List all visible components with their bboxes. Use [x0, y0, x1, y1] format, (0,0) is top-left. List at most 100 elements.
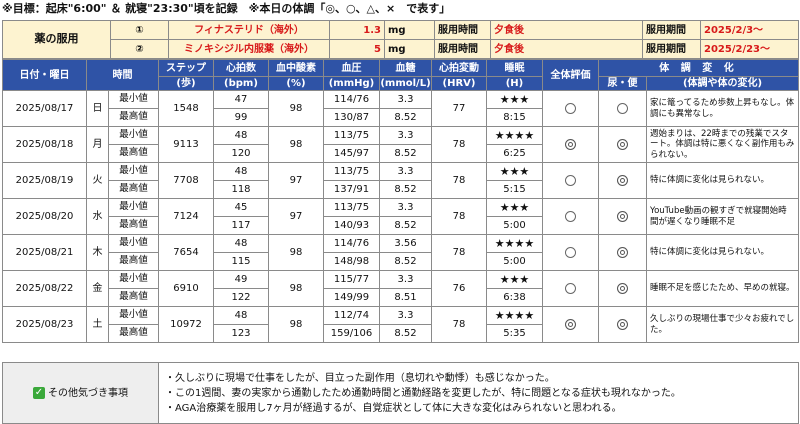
rating-circle-icon: [617, 210, 628, 222]
hrv-cell: 77: [431, 90, 487, 127]
steps-cell: 7124: [158, 198, 214, 235]
spo2-cell: 98: [268, 126, 324, 163]
time-value: 夕食後: [490, 20, 643, 40]
note-line: ・久しぶりに現場で仕事をしたが、目立った副作用（息切れや動悸）も感じなかった。: [165, 372, 555, 384]
bp-max-cell: 149/99: [323, 288, 380, 307]
header-heart-rate-unit: (bpm): [213, 76, 269, 91]
excretion-rating-cell: [598, 270, 647, 307]
sleep-duration-cell: 5:00: [486, 252, 543, 271]
date-cell: 2025/08/17: [2, 90, 87, 127]
period-label: 服用期間: [642, 39, 701, 59]
spo2-cell: 98: [268, 234, 324, 271]
glucose-max-cell: 8.52: [379, 216, 432, 235]
table-row: 最高値 118 137/91 8.52 5:15: [3, 180, 799, 199]
hr-max-cell: 120: [213, 144, 269, 163]
table-row: 2025/08/17 日最小値 1548 47 98 114/76 3.3 77 ★★★ 家に篭っ…: [2, 90, 800, 127]
hr-min-cell: 48: [213, 126, 269, 145]
glucose-max-cell: 8.51: [379, 288, 432, 307]
max-label: 最高値: [108, 144, 159, 163]
rating-circle-icon: [565, 210, 576, 222]
header-excretion: 尿・便: [598, 76, 647, 91]
glucose-min-cell: 3.3: [379, 126, 432, 145]
medication-label: 薬の服用: [2, 20, 111, 59]
hr-min-cell: 48: [213, 234, 269, 253]
table-row: 2025/08/19 火最小値 7708 48 97 113/75 3.3 78 ★★★ 特に体調…: [2, 162, 800, 199]
steps-cell: 1548: [158, 90, 214, 127]
dose-unit: mg: [384, 39, 435, 59]
medication-table: 薬の服用 ① フィナステリド（海外） 1.3 mg 服用時間 夕食後 服用期間 …: [2, 20, 799, 59]
hr-max-cell: 99: [213, 108, 269, 127]
hr-max-cell: 115: [213, 252, 269, 271]
sleep-stars: ★★★: [486, 90, 543, 109]
bp-min-cell: 115/77: [323, 270, 380, 289]
steps-cell: 10972: [158, 306, 214, 343]
hr-min-cell: 48: [213, 162, 269, 181]
table-row: 最高値 99 130/87 8.52 8:15: [3, 108, 799, 127]
rating-circle-icon: [617, 174, 628, 186]
spo2-cell: 98: [268, 90, 324, 127]
header-blood-pressure-unit: (mmHg): [323, 76, 380, 91]
sleep-duration-cell: 6:38: [486, 288, 543, 307]
rating-circle-icon: [565, 138, 576, 150]
table-row: 2025/08/20 水最小値 7124 45 97 113/75 3.3 78 ★★★ YouT…: [2, 198, 800, 235]
weekday-cell: 日: [86, 90, 109, 127]
excretion-rating-cell: [598, 306, 647, 343]
hrv-cell: 76: [431, 270, 487, 307]
header-heart-rate: 心拍数: [213, 59, 269, 77]
overall-rating-cell: [542, 162, 599, 199]
sleep-stars: ★★★: [486, 270, 543, 289]
bp-min-cell: 113/75: [323, 126, 380, 145]
dose-unit: mg: [384, 20, 435, 40]
glucose-min-cell: 3.3: [379, 90, 432, 109]
table-row: 2025/08/23 土最小値 10972 48 98 112/74 3.3 78 ★★★★ 久し…: [2, 306, 800, 343]
max-label: 最高値: [108, 324, 159, 343]
sleep-duration-cell: 8:15: [486, 108, 543, 127]
header-sleep: 睡眠: [486, 59, 543, 77]
glucose-min-cell: 3.3: [379, 198, 432, 217]
rating-circle-icon: [617, 318, 628, 330]
sleep-stars: ★★★: [486, 198, 543, 217]
excretion-rating-cell: [598, 234, 647, 271]
steps-cell: 7654: [158, 234, 214, 271]
hrv-cell: 78: [431, 234, 487, 271]
header-time: 時間: [86, 59, 159, 91]
glucose-max-cell: 8.52: [379, 144, 432, 163]
bp-max-cell: 148/98: [323, 252, 380, 271]
min-label: 最小値: [108, 90, 159, 109]
hr-min-cell: 49: [213, 270, 269, 289]
medication-number: ①: [110, 20, 169, 40]
max-label: 最高値: [108, 108, 159, 127]
rating-circle-icon: [565, 102, 576, 114]
other-notes-label-cell: ✓ その他気づき事項: [2, 362, 159, 424]
bp-min-cell: 112/74: [323, 306, 380, 325]
header-glucose: 血糖: [379, 59, 432, 77]
period-value: 2025/2/3〜: [700, 20, 799, 40]
condition-note: 特に体調に変化は見られない。: [645, 162, 800, 199]
header-date: 日付・曜日: [2, 59, 87, 91]
date-cell: 2025/08/19: [2, 162, 87, 199]
header-hrv-unit: (HRV): [431, 76, 487, 91]
weekday-cell: 月: [86, 126, 109, 163]
table-row: 最高値 120 145/97 8.52 6:25: [3, 144, 799, 163]
rating-circle-icon: [565, 282, 576, 294]
spo2-cell: 97: [268, 162, 324, 199]
condition-note: YouTube動画の観すぎで就寝開始時間が遅くなり睡眠不足: [645, 198, 800, 235]
bp-min-cell: 114/76: [323, 234, 380, 253]
max-label: 最高値: [108, 252, 159, 271]
steps-cell: 7708: [158, 162, 214, 199]
steps-cell: 6910: [158, 270, 214, 307]
min-label: 最小値: [108, 198, 159, 217]
daily-log-table: 日付・曜日 時間 ステップ 心拍数 血中酸素 血圧 血糖 心拍変動 睡眠 全体評…: [2, 59, 800, 343]
goal-line: ※目標：起床"6:00" ＆ 就寝"23:30"頃を記録 ※本日の体調「◎、○、…: [2, 2, 451, 15]
header-overall: 全体評価: [542, 59, 599, 91]
medication-number: ②: [110, 39, 169, 59]
bp-max-cell: 140/93: [323, 216, 380, 235]
hrv-cell: 78: [431, 126, 487, 163]
sleep-stars: ★★★★: [486, 306, 543, 325]
overall-rating-cell: [542, 90, 599, 127]
excretion-rating-cell: [598, 162, 647, 199]
bp-min-cell: 114/76: [323, 90, 380, 109]
spo2-cell: 98: [268, 270, 324, 307]
glucose-max-cell: 8.52: [379, 252, 432, 271]
max-label: 最高値: [108, 216, 159, 235]
